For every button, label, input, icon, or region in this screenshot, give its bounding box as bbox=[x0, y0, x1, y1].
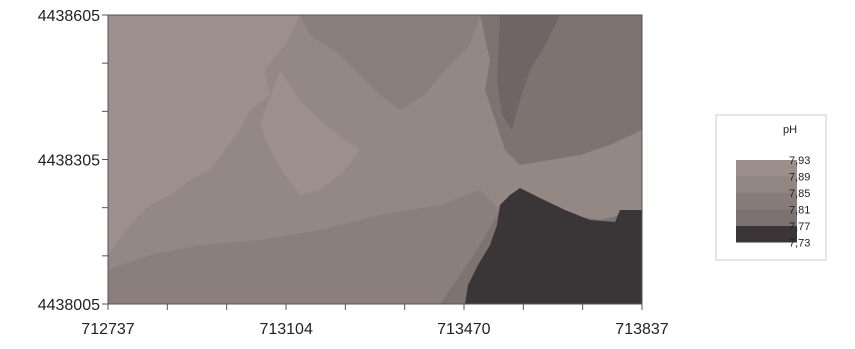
ph-zone-7-73 bbox=[465, 188, 642, 304]
legend-swatch bbox=[736, 176, 797, 193]
x-tick-label: 713837 bbox=[615, 321, 668, 338]
legend: pH 7,93 7,89 7,85 7,81 7,77 7,73 bbox=[715, 114, 827, 261]
ph-zone-7-85-lower bbox=[108, 190, 500, 304]
legend-labels: 7,93 7,89 7,85 7,81 7,77 7,73 bbox=[789, 155, 810, 250]
plot-area bbox=[108, 15, 642, 304]
ph-zone-7-77 bbox=[497, 15, 560, 130]
legend-swatch bbox=[736, 160, 797, 177]
y-tick-label: 4438005 bbox=[38, 297, 100, 314]
legend-label: 7,93 bbox=[789, 155, 810, 167]
legend-swatch bbox=[736, 193, 797, 210]
legend-title: pH bbox=[783, 124, 797, 136]
x-tick-label: 712737 bbox=[81, 321, 134, 338]
ph-zone-7-85 bbox=[300, 15, 480, 110]
y-tick-label: 4438605 bbox=[38, 8, 100, 25]
legend-swatch bbox=[736, 209, 797, 226]
legend-swatch-dark bbox=[736, 226, 797, 243]
x-tick-label: 713104 bbox=[259, 321, 312, 338]
y-axis: 4438005 4438305 4438605 bbox=[38, 8, 108, 314]
legend-label: 7,73 bbox=[789, 238, 810, 250]
x-tick-label: 713470 bbox=[437, 321, 490, 338]
x-axis: 712737 713104 713470 713837 bbox=[81, 304, 669, 338]
legend-label: 7,77 bbox=[789, 221, 810, 233]
legend-swatches bbox=[736, 160, 797, 243]
ph-zone-7-93-center bbox=[260, 70, 360, 195]
legend-label: 7,89 bbox=[789, 172, 810, 184]
legend-label: 7,81 bbox=[789, 205, 810, 217]
ph-zone-7-93 bbox=[108, 15, 300, 255]
y-tick-label: 4438305 bbox=[38, 153, 100, 170]
legend-label: 7,85 bbox=[789, 188, 810, 200]
